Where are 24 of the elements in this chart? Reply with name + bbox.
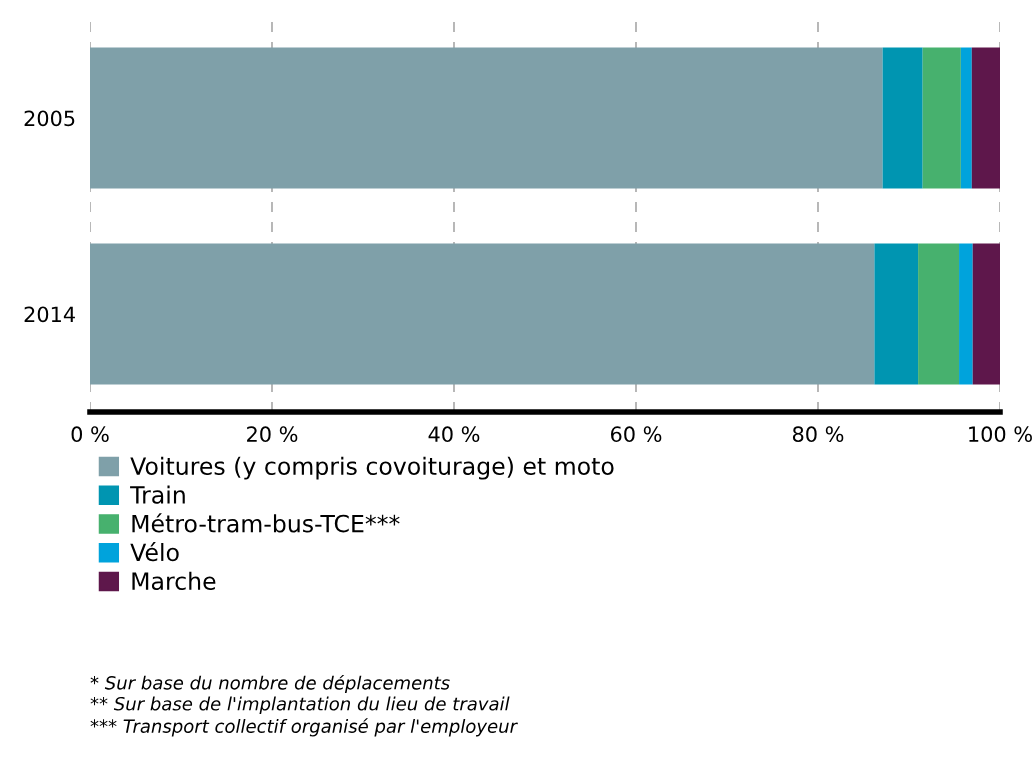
- text: * Sur base du nombre de déplacements: [90, 674, 450, 694]
- bar: [959, 243, 973, 385]
- bar: [971, 47, 1000, 189]
- bar: [972, 243, 1000, 385]
- bar: [918, 243, 960, 385]
- legend-label: Train: [130, 485, 185, 504]
- x-tick-label: 40 %: [428, 426, 480, 443]
- y-tick-label: 2005: [24, 110, 75, 127]
- bar: [874, 243, 919, 385]
- legend-label: Voitures (y compris covoiturage) et moto: [130, 456, 614, 480]
- x-tick-label: 60 %: [610, 426, 662, 443]
- text: *** Transport collectif organisé par l'employeur: [90, 718, 518, 737]
- x-tick-label: 20 %: [247, 426, 298, 443]
- x-tick-label: 100 %: [969, 426, 1032, 443]
- legend-label: Marche: [132, 571, 216, 591]
- x-tick-label: 0 %: [71, 426, 109, 443]
- bar: [882, 47, 923, 189]
- legend-label: Métro-tram-bus-TCE***: [132, 513, 400, 533]
- text: ** Sur base de l'implantation du lieu de travail: [90, 696, 510, 715]
- bar: [960, 47, 972, 189]
- legend-label: Vélo: [130, 542, 179, 562]
- bar: [922, 47, 961, 189]
- y-tick-label: 2014: [24, 306, 75, 323]
- x-tick-label: 80 %: [792, 426, 844, 443]
